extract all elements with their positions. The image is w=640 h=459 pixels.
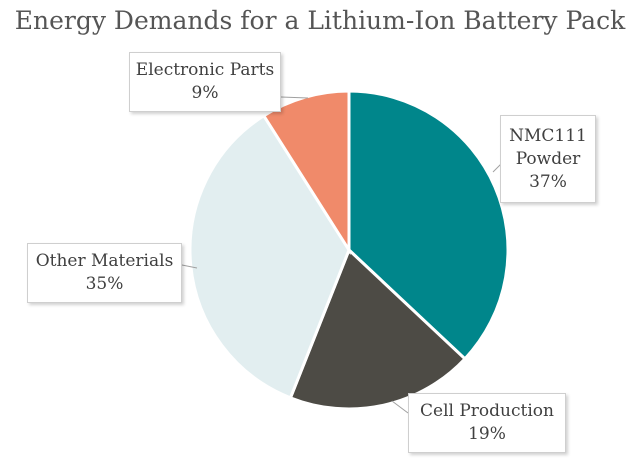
pie-slice-other-materials bbox=[188, 113, 351, 400]
label-cell-production: Cell Production 19% bbox=[408, 393, 566, 453]
slice-label-text: Cell Production 19% bbox=[420, 401, 554, 444]
label-other-materials: Other Materials 35% bbox=[27, 243, 182, 303]
chart-title: Energy Demands for a Lithium-Ion Battery… bbox=[14, 6, 626, 35]
slice-label-text: NMC111 Powder 37% bbox=[509, 125, 587, 192]
label-electronic-parts: Electronic Parts 9% bbox=[129, 52, 281, 112]
leader-line bbox=[280, 96, 309, 99]
slice-label-text: Other Materials 35% bbox=[35, 251, 174, 294]
pie-slice-nmc111-powder bbox=[347, 89, 510, 361]
leader-line bbox=[391, 400, 409, 414]
label-nmc111-powder: NMC111 Powder 37% bbox=[500, 115, 596, 203]
slice-label-text: Electronic Parts 9% bbox=[135, 60, 275, 103]
leader-line bbox=[181, 264, 198, 269]
